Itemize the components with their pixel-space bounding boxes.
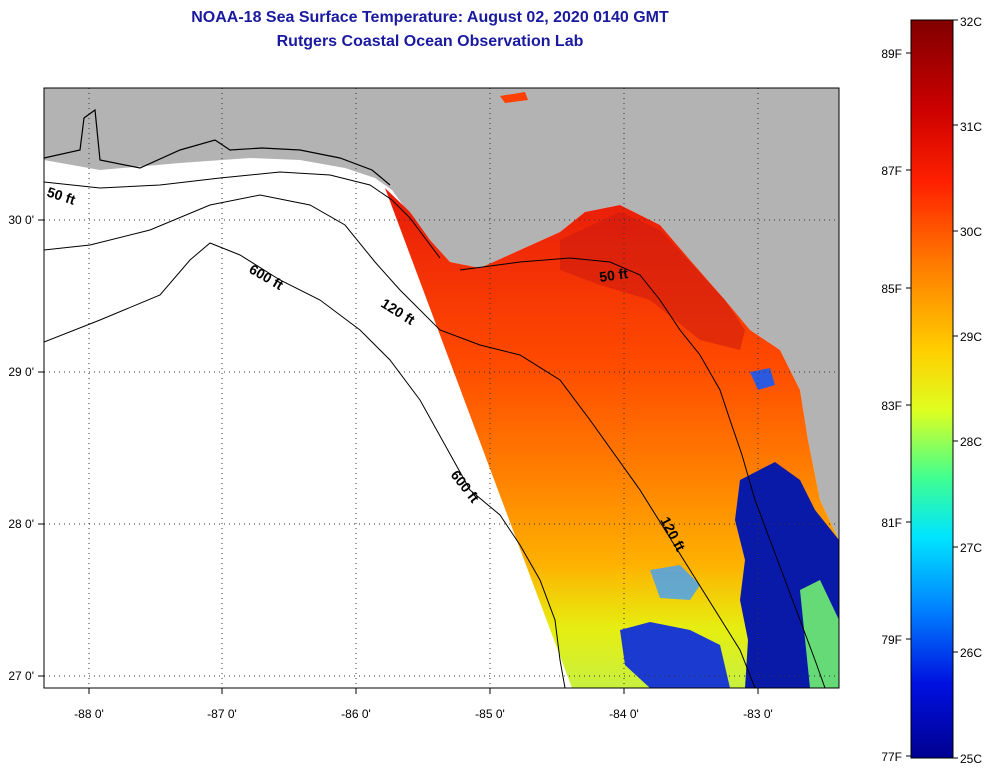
colorbar	[910, 19, 954, 759]
lat-label: 28 0'	[8, 517, 34, 531]
axis-ticks	[38, 219, 759, 694]
colorbar-celsius-labels: 32C 31C 30C 29C 28C 27C 26C 25C	[960, 15, 982, 766]
colorbar-fahrenheit-labels: 89F 87F 85F 83F 81F 79F 77F	[881, 47, 902, 764]
celsius-label: 28C	[960, 435, 982, 449]
lat-label: 27 0'	[8, 669, 34, 683]
lon-label: -88 0'	[74, 707, 104, 721]
fahrenheit-label: 77F	[881, 750, 902, 764]
celsius-label: 32C	[960, 15, 982, 29]
celsius-label: 29C	[960, 330, 982, 344]
longitude-labels: -88 0' -87 0' -86 0' -85 0' -84 0' -83 0…	[74, 707, 773, 721]
celsius-label: 25C	[960, 752, 982, 766]
contour-120ft	[44, 194, 756, 688]
map-title: NOAA-18 Sea Surface Temperature: August …	[191, 9, 669, 26]
fahrenheit-label: 81F	[881, 516, 902, 530]
fahrenheit-label: 87F	[881, 164, 902, 178]
lat-lon-grid	[44, 88, 839, 688]
contour-600ft	[44, 242, 566, 688]
warm-core	[560, 212, 745, 350]
cool-patch-2	[650, 565, 700, 600]
lon-label: -86 0'	[341, 707, 371, 721]
contour-50ft-west	[44, 171, 441, 259]
contour-50ft-east	[459, 257, 826, 688]
colorbar-ticks	[906, 19, 958, 759]
celsius-label: 30C	[960, 225, 982, 239]
lon-label: -83 0'	[743, 707, 773, 721]
celsius-label: 27C	[960, 541, 982, 555]
lon-label: -85 0'	[475, 707, 505, 721]
fahrenheit-label: 85F	[881, 282, 902, 296]
fahrenheit-label: 89F	[881, 47, 902, 61]
coastline	[44, 108, 391, 186]
celsius-label: 26C	[960, 646, 982, 660]
map-subtitle: Rutgers Coastal Ocean Observation Lab	[276, 33, 584, 50]
fahrenheit-label: 83F	[881, 399, 902, 413]
fahrenheit-label: 79F	[881, 633, 902, 647]
lon-label: -84 0'	[609, 707, 639, 721]
celsius-label: 31C	[960, 120, 982, 134]
map-frame	[43, 87, 840, 689]
lat-label: 30 0'	[8, 213, 34, 227]
cool-patch	[620, 622, 730, 688]
latitude-labels: 30 0' 29 0' 28 0' 27 0'	[8, 213, 34, 683]
lon-label: -87 0'	[207, 707, 237, 721]
contour-label: 50 ft	[598, 265, 629, 285]
cool-patch-3	[750, 368, 775, 390]
green-strip	[800, 580, 839, 688]
warm-speck	[500, 92, 528, 103]
lat-label: 29 0'	[8, 365, 34, 379]
